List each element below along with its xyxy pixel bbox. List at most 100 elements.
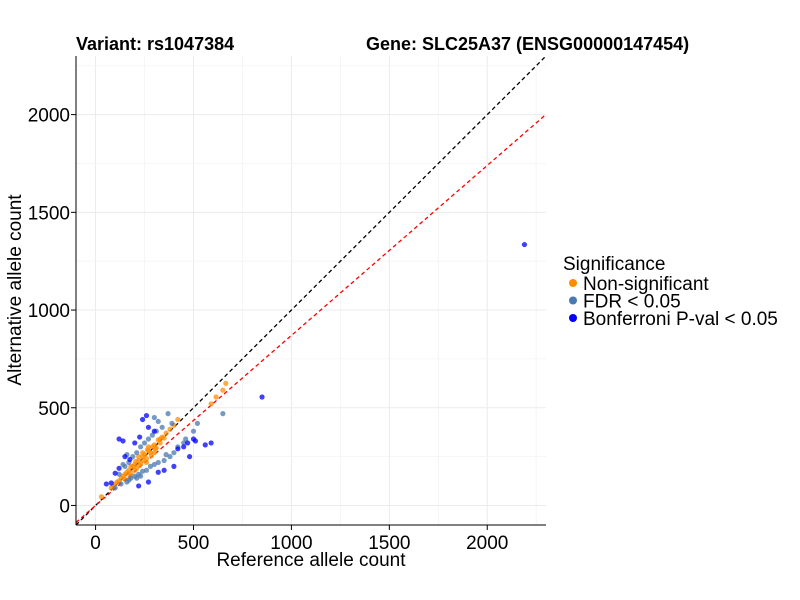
data-point xyxy=(220,411,226,417)
data-point xyxy=(186,454,193,460)
data-point xyxy=(139,450,146,456)
x-tick-label: 1000 xyxy=(270,533,312,554)
y-tick-label: 0 xyxy=(59,496,70,517)
x-axis-ticks: 0 500 1000 1500 2000 xyxy=(90,525,508,554)
y-tick-label: 1500 xyxy=(28,203,70,224)
legend-title: Significance xyxy=(563,254,665,275)
x-tick-label: 1500 xyxy=(368,533,410,554)
data-point xyxy=(108,480,114,486)
data-point xyxy=(114,479,120,485)
chart-title-variant: Variant: rs1047384 xyxy=(76,34,234,54)
grid xyxy=(76,56,546,525)
data-point xyxy=(116,436,122,442)
x-tick-label: 500 xyxy=(178,533,210,554)
data-point xyxy=(194,420,201,426)
data-point xyxy=(116,465,122,471)
data-point xyxy=(223,380,229,386)
data-point xyxy=(134,475,140,481)
data-point xyxy=(521,241,528,248)
data-point xyxy=(132,440,138,446)
data-point xyxy=(141,440,148,446)
data-point xyxy=(151,450,157,456)
data-point xyxy=(171,463,177,469)
data-point xyxy=(122,471,128,477)
data-point xyxy=(155,469,161,475)
y-tick-label: 2000 xyxy=(28,106,70,127)
data-point xyxy=(126,477,132,483)
data-point xyxy=(163,452,169,458)
reference-line-ratio xyxy=(75,113,547,523)
legend-label: Bonferroni P-val < 0.05 xyxy=(583,309,778,330)
data-point xyxy=(185,440,191,446)
data-point xyxy=(134,450,140,456)
data-point xyxy=(118,481,124,487)
data-point xyxy=(213,394,219,400)
data-point xyxy=(118,475,124,481)
data-point xyxy=(138,444,144,450)
reference-line-identity xyxy=(75,55,547,526)
y-axis-ticks: 0 500 1000 1500 2000 xyxy=(28,106,76,517)
data-point xyxy=(190,428,197,434)
data-point xyxy=(161,435,167,441)
data-point xyxy=(169,420,175,426)
data-point xyxy=(171,450,177,456)
data-point xyxy=(163,430,169,436)
data-point xyxy=(167,426,173,432)
data-point xyxy=(145,444,152,450)
series-1 xyxy=(112,411,226,491)
legend-label: Non-significant xyxy=(583,274,709,295)
data-point xyxy=(120,461,126,468)
data-point xyxy=(181,444,187,450)
legend-marker xyxy=(569,296,577,305)
y-tick-label: 500 xyxy=(38,399,70,420)
data-point xyxy=(165,411,171,417)
data-point xyxy=(145,436,152,442)
data-points xyxy=(98,241,528,500)
data-point xyxy=(132,467,138,473)
data-point xyxy=(151,461,157,468)
data-point xyxy=(208,401,214,407)
data-point xyxy=(128,463,134,469)
data-point xyxy=(151,414,157,421)
data-point xyxy=(157,436,163,442)
data-point xyxy=(143,459,150,466)
legend-label: FDR < 0.05 xyxy=(583,292,681,313)
data-point xyxy=(112,485,118,491)
y-axis-title: Alternative allele count xyxy=(5,194,26,386)
data-point xyxy=(137,434,143,440)
data-point xyxy=(157,440,163,446)
data-point xyxy=(136,483,142,489)
legend-marker xyxy=(569,279,577,287)
data-point xyxy=(143,467,150,473)
x-tick-label: 0 xyxy=(90,533,101,554)
data-point xyxy=(161,467,167,473)
x-tick-label: 2000 xyxy=(466,533,508,554)
data-point xyxy=(139,468,146,474)
data-point xyxy=(151,428,157,434)
data-point xyxy=(220,387,226,393)
data-point xyxy=(192,438,199,444)
data-point xyxy=(145,424,152,430)
series-2 xyxy=(103,241,528,489)
data-point xyxy=(152,446,158,452)
y-tick-label: 1000 xyxy=(28,301,70,322)
data-point xyxy=(259,394,265,400)
data-point xyxy=(136,454,142,460)
data-point xyxy=(137,462,143,468)
data-point xyxy=(127,456,133,463)
data-point xyxy=(155,418,161,425)
data-point xyxy=(161,457,167,464)
data-point xyxy=(208,440,214,446)
data-point xyxy=(183,436,189,442)
data-point xyxy=(112,470,118,476)
reference-lines xyxy=(75,55,547,526)
x-axis-title: Reference allele count xyxy=(216,550,406,571)
data-point xyxy=(167,454,173,460)
data-point xyxy=(116,471,122,477)
data-point xyxy=(181,440,187,446)
data-point xyxy=(175,446,181,452)
data-point xyxy=(122,454,128,460)
